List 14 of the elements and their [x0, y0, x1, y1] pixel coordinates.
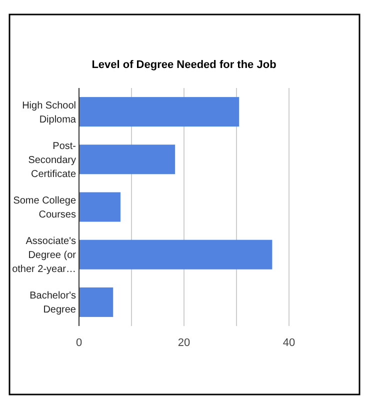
bar — [79, 192, 120, 222]
bar — [79, 240, 272, 270]
y-tick-label: High School Diploma — [22, 100, 76, 126]
y-tick-label: Some College Courses — [13, 196, 76, 220]
x-tick-label: 20 — [178, 336, 190, 349]
chart-title: Level of Degree Needed for the Job — [92, 59, 277, 71]
y-tick-label: Post-Secondary Certificate — [28, 140, 76, 180]
x-tick-label: 0 — [76, 336, 82, 349]
bar — [79, 287, 114, 317]
y-tick-label: Associate's Degree (or other 2-year… — [12, 236, 77, 276]
x-tick-label: 40 — [282, 336, 296, 349]
y-tick-label: Bachelor's Degree — [30, 290, 76, 316]
bar — [79, 97, 240, 127]
bar — [79, 144, 176, 174]
